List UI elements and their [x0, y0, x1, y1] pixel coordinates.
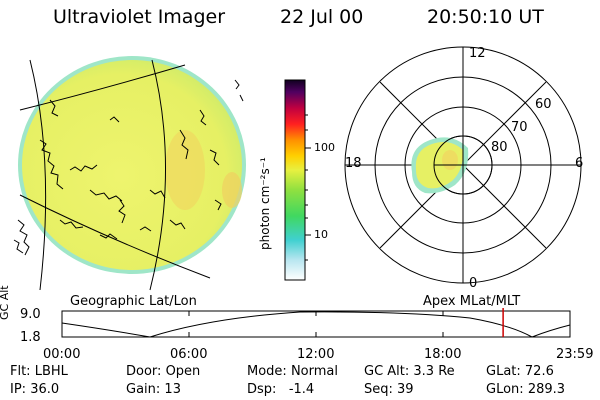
- info-dsp: Dsp: -1.4: [247, 382, 315, 397]
- date-label: 22 Jul 00: [280, 6, 364, 28]
- apex-panel-label: Apex MLat/MLT: [423, 294, 521, 309]
- colorbar-tick-10: 10: [314, 228, 328, 241]
- time-tick-1800: 18:00: [424, 347, 462, 362]
- lat-label-70: 70: [511, 120, 528, 135]
- info-flt: Flt: LBHL: [10, 364, 68, 379]
- latlon-grid: [19, 59, 211, 291]
- altitude-curve: [61, 311, 571, 338]
- time-tick-0000: 00:00: [43, 347, 81, 362]
- time-tick-0600: 06:00: [170, 347, 208, 362]
- uv-disk-image: [13, 56, 246, 291]
- mlt-label-6: 6: [575, 156, 584, 171]
- colorbar-unit-label: photon cm⁻²s⁻¹: [258, 157, 272, 250]
- info-ip: IP: 36.0: [10, 382, 60, 397]
- info-door: Door: Open: [126, 364, 201, 379]
- time-tick-2359: 23:59: [556, 347, 594, 362]
- colorbar-tick-100: 100: [314, 141, 335, 154]
- disk-fill: [22, 60, 242, 270]
- mlt-label-12: 12: [469, 46, 486, 61]
- geographic-panel-label: Geographic Lat/Lon: [70, 294, 197, 309]
- mlt-label-0: 0: [469, 276, 478, 291]
- lat-label-60: 60: [535, 97, 552, 112]
- mlt-label-18: 18: [345, 156, 362, 171]
- time-tick-1200: 12:00: [297, 347, 335, 362]
- info-gain: Gain: 13: [126, 382, 181, 397]
- info-seq: Seq: 39: [364, 382, 414, 397]
- altitude-strip-ticks: [61, 311, 571, 337]
- lat-label-80: 80: [491, 140, 508, 155]
- gc-alt-min: 1.8: [20, 330, 41, 345]
- info-glat: GLat: 72.6: [486, 364, 554, 379]
- info-gc-alt: GC Alt: 3.3 Re: [364, 364, 455, 379]
- colorbar: [284, 79, 306, 281]
- coastlines: [39, 99, 222, 240]
- info-mode: Mode: Normal: [247, 364, 338, 379]
- outside-coastlines: [13, 79, 244, 256]
- colorbar-ticks: [305, 114, 311, 261]
- time-label: 20:50:10 UT: [427, 6, 544, 28]
- gc-alt-axis-label: GC Alt: [0, 285, 11, 320]
- app-title: Ultraviolet Imager: [53, 6, 226, 28]
- info-glon: GLon: 289.3: [486, 382, 566, 397]
- gc-alt-max: 9.0: [20, 307, 41, 322]
